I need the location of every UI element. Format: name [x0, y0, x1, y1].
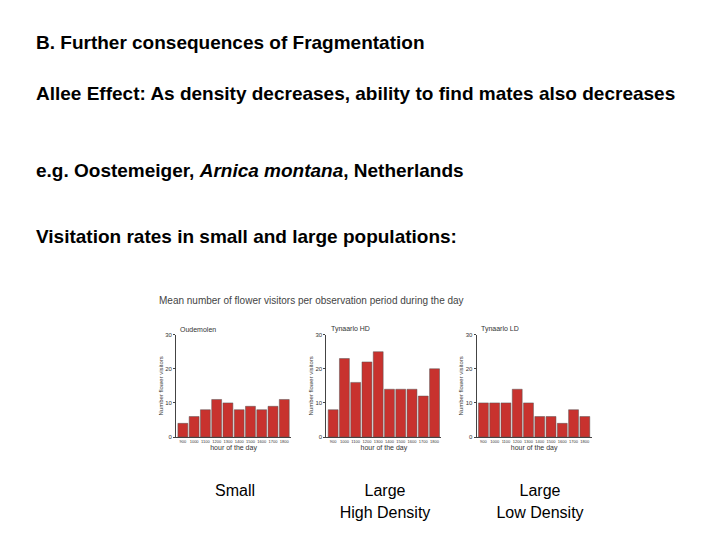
- svg-text:20: 20: [466, 366, 473, 372]
- svg-text:0: 0: [169, 434, 173, 440]
- svg-text:Tynaarlo LD: Tynaarlo LD: [481, 325, 519, 333]
- svg-text:1500: 1500: [547, 439, 557, 444]
- svg-text:1200: 1200: [362, 439, 372, 444]
- svg-text:1700: 1700: [419, 439, 429, 444]
- svg-text:1100: 1100: [502, 439, 511, 444]
- html-text:Large High Density: Large High Density: [339, 482, 431, 521]
- svg-text:1700: 1700: [269, 439, 279, 444]
- html-text:e.g. Oostemeiger, Arnica monta: e.g. Oostemeiger, Arnica montana, Nether…: [36, 160, 464, 181]
- svg-text:Number flower visitors: Number flower visitors: [458, 356, 464, 415]
- svg-text:900: 900: [480, 439, 487, 444]
- svg-text:1100: 1100: [201, 439, 210, 444]
- svg-text:10: 10: [466, 400, 473, 406]
- svg-text:1800: 1800: [280, 439, 290, 444]
- svg-text:Number flower visitors: Number flower visitors: [308, 356, 314, 415]
- svg-text:1600: 1600: [257, 439, 267, 444]
- svg-text:1500: 1500: [246, 439, 256, 444]
- svg-text:1700: 1700: [569, 439, 579, 444]
- svg-text:900: 900: [180, 439, 187, 444]
- html-text:Large Low Density: Large Low Density: [496, 482, 584, 521]
- svg-text:1300: 1300: [223, 439, 233, 444]
- svg-text:30: 30: [165, 332, 172, 338]
- svg-text:1800: 1800: [430, 439, 440, 444]
- svg-text:900: 900: [330, 439, 337, 444]
- svg-text:1000: 1000: [490, 439, 500, 444]
- svg-text:10: 10: [165, 400, 172, 406]
- svg-text:0: 0: [319, 434, 323, 440]
- html-text:Visitation rates in small and: Visitation rates in small and large popu…: [36, 226, 457, 247]
- svg-text:1400: 1400: [535, 439, 545, 444]
- svg-text:0: 0: [469, 434, 473, 440]
- svg-text:1300: 1300: [524, 439, 534, 444]
- svg-text:1800: 1800: [580, 439, 590, 444]
- svg-text:Oudemolen: Oudemolen: [180, 326, 216, 333]
- svg-text:30: 30: [466, 332, 473, 338]
- svg-text:Number flower visitors: Number flower visitors: [158, 356, 164, 415]
- svg-text:Mean number of flower visitors: Mean number of flower visitors per obser…: [159, 295, 464, 306]
- svg-text:1200: 1200: [212, 439, 222, 444]
- html-text:Allee Effect: As density decre: Allee Effect: As density decreases, abil…: [36, 83, 676, 104]
- svg-text:hour of the day: hour of the day: [511, 444, 558, 452]
- html-text:Small: Small: [215, 482, 255, 499]
- svg-text:1500: 1500: [396, 439, 406, 444]
- svg-text:1400: 1400: [235, 439, 245, 444]
- svg-text:30: 30: [315, 332, 322, 338]
- svg-text:20: 20: [165, 366, 172, 372]
- svg-text:1300: 1300: [374, 439, 384, 444]
- svg-text:Tynaarlo HD: Tynaarlo HD: [331, 325, 370, 333]
- svg-text:1000: 1000: [190, 439, 200, 444]
- svg-text:1400: 1400: [385, 439, 395, 444]
- svg-text:20: 20: [315, 366, 322, 372]
- svg-text:1200: 1200: [513, 439, 523, 444]
- svg-text:1600: 1600: [408, 439, 418, 444]
- svg-text:hour of the day: hour of the day: [210, 444, 257, 452]
- html-text:B. Further consequences of Fra: B. Further consequences of Fragmentation: [36, 32, 425, 53]
- svg-text:10: 10: [315, 400, 322, 406]
- svg-text:1000: 1000: [340, 439, 350, 444]
- svg-text:1100: 1100: [351, 439, 360, 444]
- svg-text:1600: 1600: [558, 439, 568, 444]
- svg-text:hour of the day: hour of the day: [360, 444, 407, 452]
